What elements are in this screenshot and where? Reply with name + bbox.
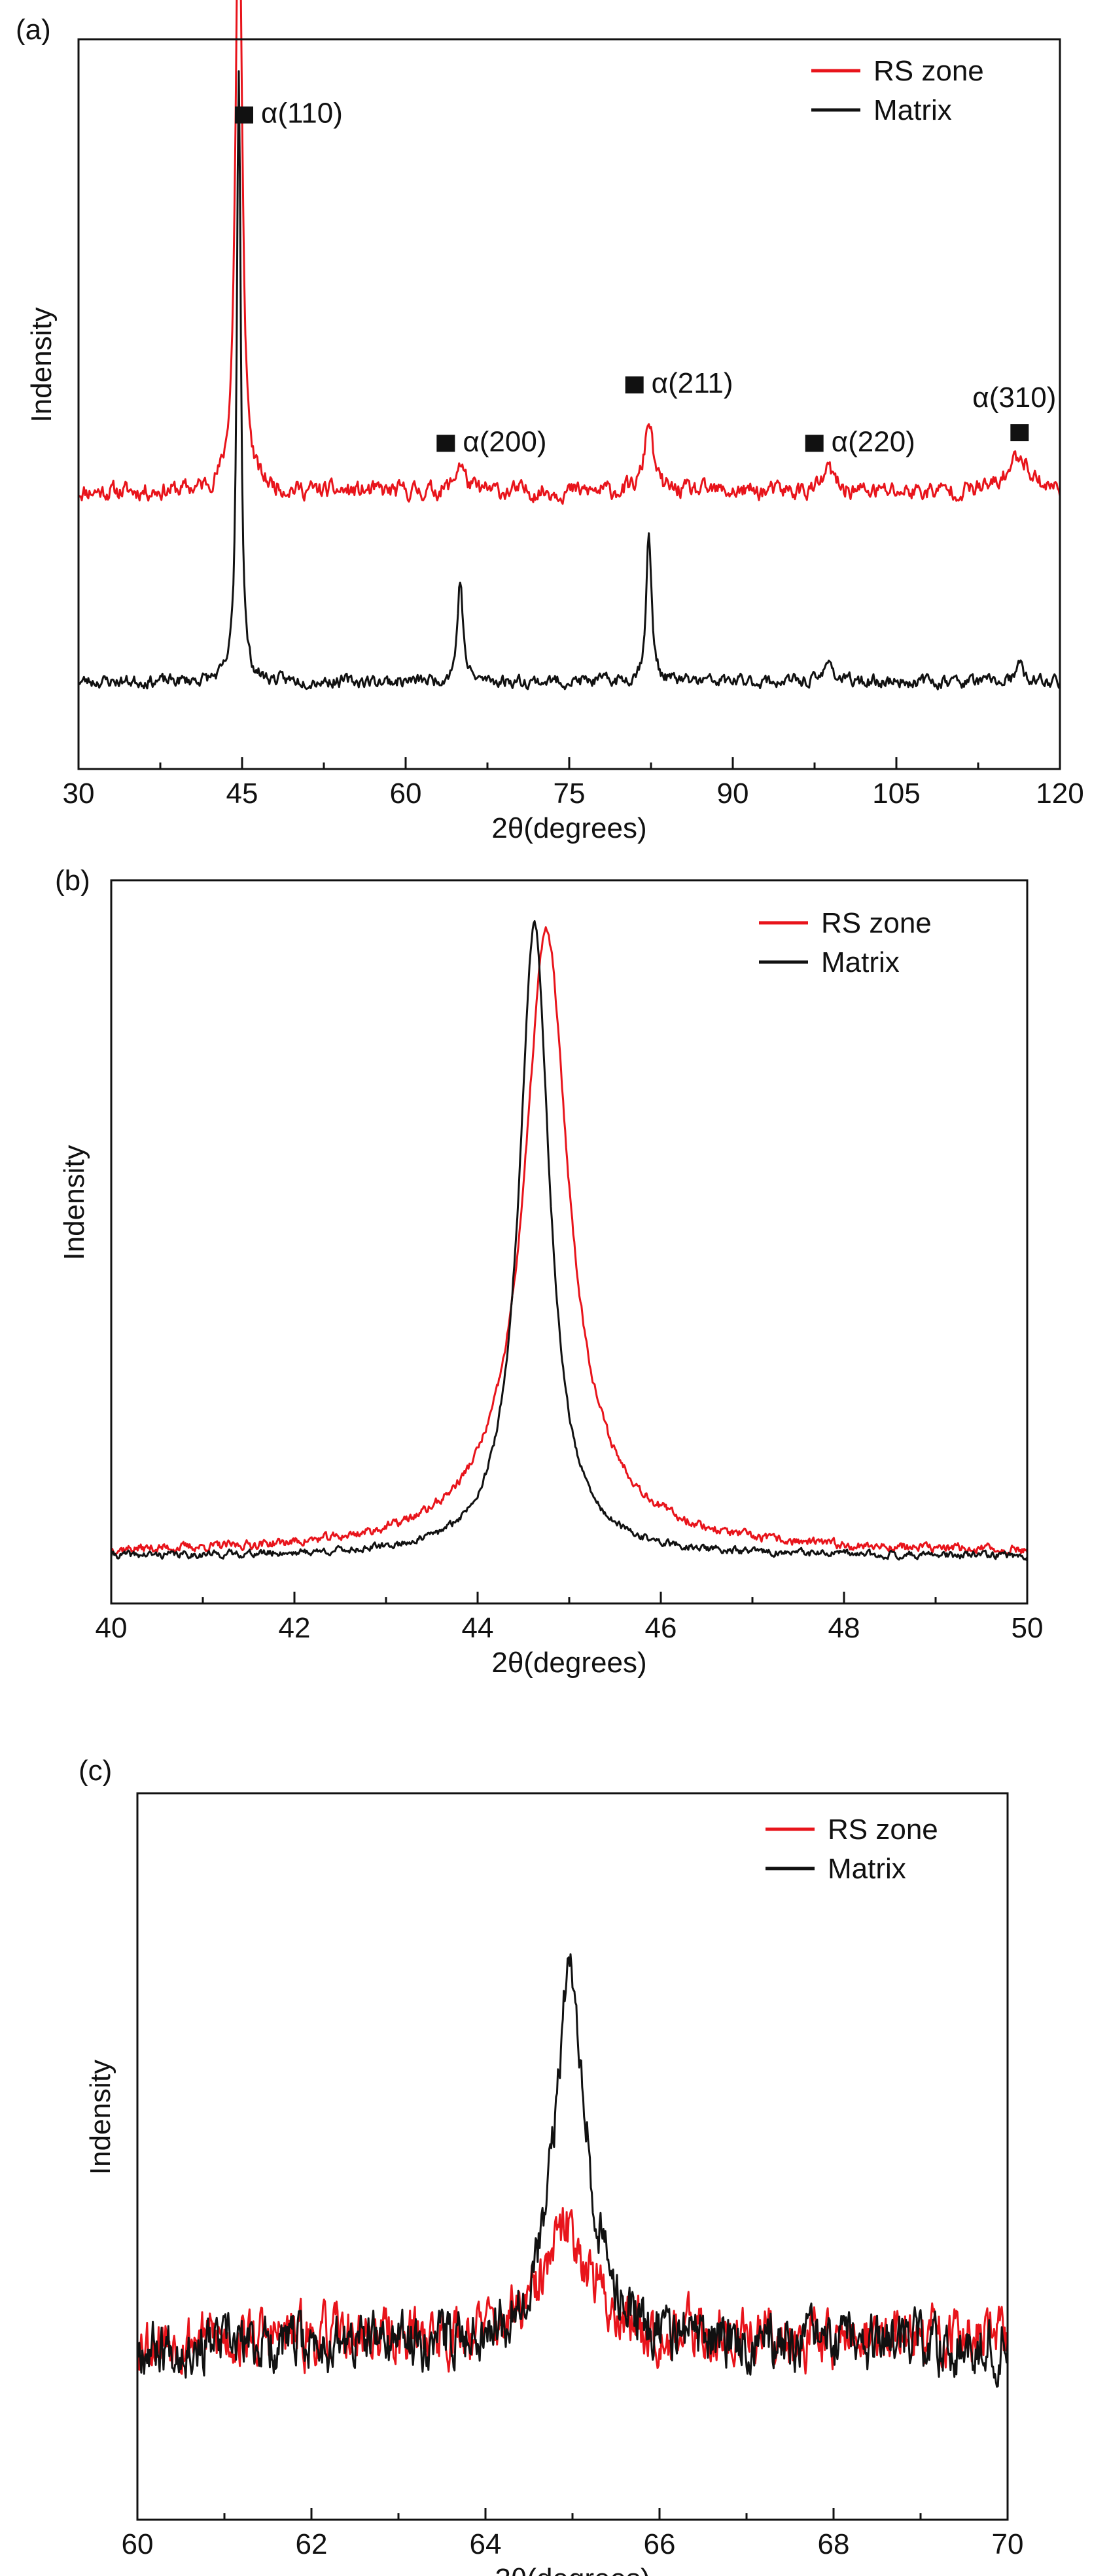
x-tick-label: 120 bbox=[1036, 778, 1083, 810]
peak-annotation: α(200) bbox=[463, 425, 546, 457]
peak-annotation: α(211) bbox=[652, 367, 733, 399]
peak-marker-square bbox=[625, 376, 644, 394]
peak-annotation: α(110) bbox=[261, 98, 343, 130]
peak-annotation: α(220) bbox=[832, 425, 915, 457]
x-tick-label: 90 bbox=[717, 778, 749, 810]
x-tick-label: 50 bbox=[1012, 1612, 1044, 1644]
panel-a: (a) 30 45 60 75 90 105 120 2θ(degrees) Indensity R… bbox=[16, 0, 1084, 844]
x-tick-label: 45 bbox=[226, 778, 258, 810]
x-axis-label: 2θ(degrees) bbox=[491, 1647, 646, 1679]
plot-frame bbox=[136, 1792, 1009, 2521]
y-axis-label: Indensity bbox=[84, 2060, 116, 2175]
x-tick-label: 66 bbox=[644, 2528, 676, 2560]
plot-frame bbox=[110, 879, 1029, 1605]
x-tick-label: 60 bbox=[390, 778, 422, 810]
x-tick-label: 75 bbox=[554, 778, 586, 810]
series-line-rs-zone bbox=[136, 2207, 1009, 2375]
legend-label: RS zone bbox=[873, 55, 984, 87]
series-line-matrix bbox=[136, 1953, 1009, 2388]
x-tick-label: 68 bbox=[818, 2528, 850, 2560]
legend-label: RS zone bbox=[821, 907, 932, 939]
panel-label: (c) bbox=[79, 1755, 112, 1787]
peak-marker-square bbox=[436, 435, 455, 452]
x-tick-label: 30 bbox=[63, 778, 95, 810]
panel-b: (b) 40 42 44 46 48 50 2θ(degrees) Indensity RS zo… bbox=[55, 865, 1043, 1679]
peak-marker-square bbox=[235, 106, 253, 124]
series-line-matrix bbox=[110, 920, 1029, 1561]
x-tick-label: 48 bbox=[828, 1612, 860, 1644]
x-tick-label: 62 bbox=[296, 2528, 328, 2560]
x-tick-label: 44 bbox=[462, 1612, 494, 1644]
x-tick-label: 46 bbox=[645, 1612, 677, 1644]
legend-label: Matrix bbox=[873, 94, 952, 126]
x-tick-label: 40 bbox=[96, 1612, 128, 1644]
peak-marker-square bbox=[805, 435, 824, 452]
peak-annotation: α(310) bbox=[972, 382, 1056, 414]
panel-c: (c) 60 62 64 66 68 70 2θ(degrees) Indensity RS zo… bbox=[79, 1755, 1023, 2576]
y-axis-label: Indensity bbox=[58, 1145, 90, 1260]
y-axis-label: Indensity bbox=[26, 307, 58, 422]
x-tick-label: 60 bbox=[122, 2528, 154, 2560]
x-tick-label: 64 bbox=[470, 2528, 502, 2560]
x-tick-label: 105 bbox=[872, 778, 920, 810]
legend-label: Matrix bbox=[821, 946, 900, 978]
x-tick-label: 42 bbox=[279, 1612, 311, 1644]
legend-label: RS zone bbox=[828, 1814, 938, 1846]
panel-label: (b) bbox=[55, 865, 90, 897]
x-axis-label: 2θ(degrees) bbox=[491, 812, 646, 844]
series-line-matrix bbox=[78, 70, 1061, 690]
x-axis-label: 2θ(degrees) bbox=[495, 2563, 650, 2576]
panel-label: (a) bbox=[16, 14, 51, 46]
peak-marker-square bbox=[1010, 424, 1029, 442]
legend-label: Matrix bbox=[828, 1853, 906, 1885]
x-tick-label: 70 bbox=[992, 2528, 1024, 2560]
series-line-rs-zone bbox=[110, 926, 1029, 1556]
